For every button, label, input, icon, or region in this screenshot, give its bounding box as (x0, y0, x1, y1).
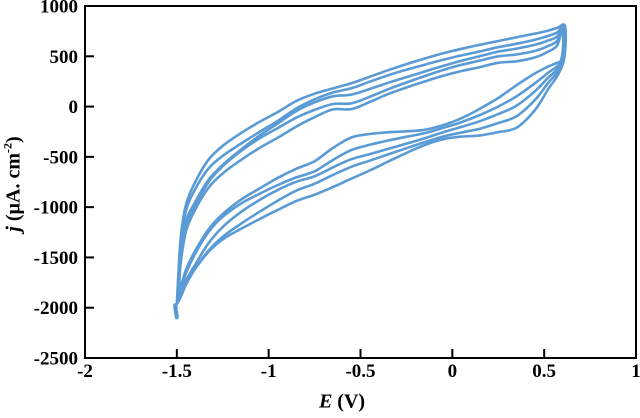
x-tick-label: -0.5 (345, 361, 375, 382)
y-axis-unit: (µA. cm (2, 152, 25, 227)
y-tick-label: -500 (43, 147, 78, 168)
x-axis-label: E (V) (319, 391, 365, 414)
y-axis-unit-exponent: -2 (0, 142, 15, 153)
x-axis-symbol: E (318, 390, 333, 413)
y-axis-unit-close: ) (2, 136, 25, 143)
y-axis-symbol: j (2, 226, 25, 232)
x-tick-label: -1.5 (162, 361, 192, 382)
y-tick-label: -1500 (34, 248, 78, 269)
x-tick-label: 1 (631, 361, 640, 382)
x-tick-label: 0 (448, 361, 458, 382)
y-tick-label: -1000 (34, 198, 78, 219)
plot-frame (84, 5, 637, 359)
x-tick-label: -2 (77, 361, 93, 382)
y-tick-label: -2000 (34, 298, 78, 319)
y-tick-label: 0 (69, 97, 79, 118)
x-tick-label: 0.5 (532, 361, 556, 382)
scan-start-tail (173, 303, 179, 320)
y-tick-label: -2500 (34, 349, 78, 370)
y-axis-label: j (µA. cm-2) (1, 136, 26, 231)
x-tick-label: -1 (261, 361, 277, 382)
y-tick-label: 1000 (40, 0, 78, 18)
x-axis-unit: (V) (332, 390, 366, 413)
cv-cycle-path (177, 28, 565, 292)
y-tick-label: 500 (50, 47, 79, 68)
